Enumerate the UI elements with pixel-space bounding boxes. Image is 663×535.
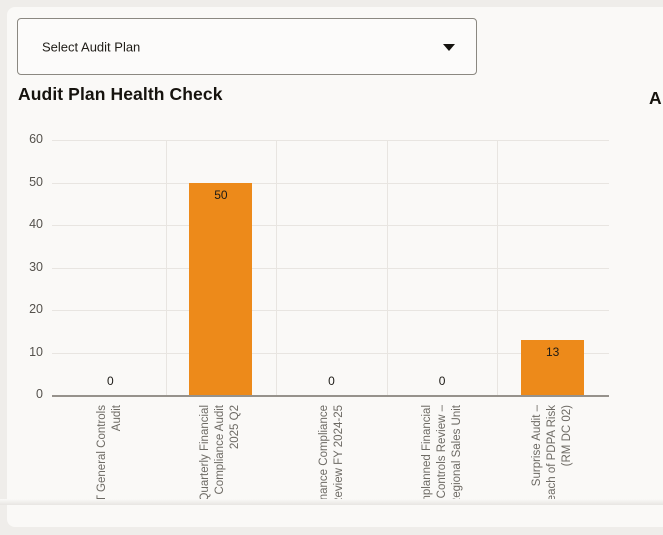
v-gridline (276, 140, 278, 395)
y-tick-label: 10 (29, 344, 43, 359)
bar-value-label: 13 (546, 344, 560, 359)
audit-plan-dropdown-label: Select Audit Plan (42, 39, 141, 54)
x-axis-label: T General Controls Audit (96, 405, 124, 502)
bar-value-label: 0 (328, 374, 335, 388)
x-axis-label: Quarterly Financial Compliance Audit 202… (199, 405, 242, 502)
v-gridline (165, 140, 167, 395)
y-tick-label: 20 (29, 302, 43, 316)
v-gridline (497, 140, 499, 395)
bar-value-label: 0 (438, 374, 446, 388)
bar[interactable] (189, 182, 253, 395)
bar[interactable] (521, 339, 585, 396)
h-gridline (52, 352, 609, 354)
x-axis-line (52, 395, 609, 397)
x-axis-label: nplanned Financial Controls Review – Reg… (420, 405, 463, 507)
bar-value-label: 50 (214, 187, 228, 202)
h-gridline (52, 267, 609, 269)
y-tick-label: 30 (29, 259, 43, 274)
bar-chart: 0 10 20 30 40 50 60 0 T General Controls Audit 50… (7, 7, 663, 527)
h-gridline (52, 225, 609, 226)
x-axis-label: nance Compliance Review FY 2024-25 (317, 405, 345, 506)
x-axis-label: Surprise Audit – each of PDPA Risk (RM D… (531, 405, 574, 502)
y-tick-label: 50 (29, 174, 43, 189)
audit-plan-dropdown[interactable]: Select Audit Plan (17, 18, 477, 75)
h-gridline (52, 140, 609, 141)
next-chart-title-fragment: A (649, 88, 662, 108)
v-gridline (386, 140, 388, 395)
y-tick-label: 40 (29, 217, 43, 231)
h-gridline (52, 182, 609, 184)
bar-value-label: 0 (106, 374, 114, 388)
chart-title: Audit Plan Health Check (18, 84, 223, 104)
y-tick-label: 0 (36, 387, 43, 401)
dashboard-card: Select Audit Plan Audit Plan Health Chec… (7, 7, 663, 527)
chevron-down-icon (443, 43, 455, 51)
h-gridline (52, 310, 609, 311)
y-tick-label: 60 (29, 132, 43, 146)
